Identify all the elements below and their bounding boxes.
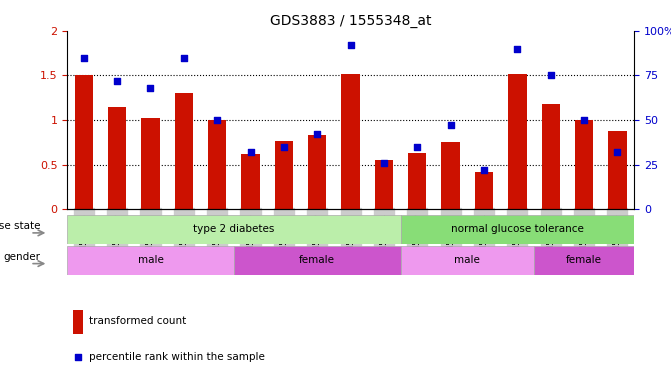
Point [446, 122, 456, 128]
Bar [534, 246, 634, 275]
Text: percentile rank within the sample: percentile rank within the sample [89, 352, 264, 362]
Bar [72, 310, 83, 334]
Bar [67, 215, 401, 244]
Text: gender: gender [3, 252, 40, 262]
Point [412, 144, 423, 150]
Text: transformed count: transformed count [89, 316, 186, 326]
Bar [208, 120, 226, 209]
Bar [375, 160, 393, 209]
Bar [475, 172, 493, 209]
Point [79, 55, 89, 61]
Bar [342, 74, 360, 209]
Point [145, 85, 156, 91]
Point [345, 42, 356, 48]
Point [112, 78, 123, 84]
Point [72, 354, 83, 360]
Bar [242, 154, 260, 209]
Text: male: male [138, 255, 164, 265]
Bar [541, 104, 560, 209]
Point [212, 117, 223, 123]
Point [478, 167, 489, 173]
Bar [67, 246, 234, 275]
Text: disease state: disease state [0, 221, 40, 231]
Point [512, 46, 523, 52]
Bar [308, 135, 326, 209]
Point [378, 160, 389, 166]
Point [312, 131, 323, 137]
Bar [274, 141, 293, 209]
Bar [142, 118, 160, 209]
Point [546, 72, 556, 78]
Text: female: female [566, 255, 602, 265]
Point [245, 149, 256, 155]
Bar [608, 131, 627, 209]
Text: type 2 diabetes: type 2 diabetes [193, 224, 274, 235]
Bar [401, 215, 634, 244]
Point [278, 144, 289, 150]
Text: female: female [299, 255, 336, 265]
Point [178, 55, 189, 61]
Bar [174, 93, 193, 209]
Point [612, 149, 623, 155]
Bar [508, 74, 527, 209]
Bar [234, 246, 401, 275]
Title: GDS3883 / 1555348_at: GDS3883 / 1555348_at [270, 14, 431, 28]
Bar [575, 120, 593, 209]
Bar [408, 153, 427, 209]
Point [578, 117, 589, 123]
Bar [401, 246, 534, 275]
Bar [74, 75, 93, 209]
Bar [442, 142, 460, 209]
Text: male: male [454, 255, 480, 265]
Bar [108, 107, 126, 209]
Text: normal glucose tolerance: normal glucose tolerance [451, 224, 584, 235]
